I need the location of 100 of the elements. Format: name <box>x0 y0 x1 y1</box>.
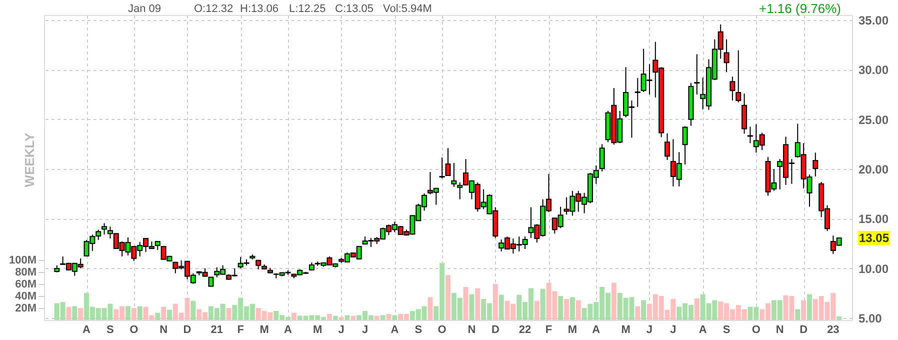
bar <box>558 296 564 320</box>
x-tick-label: D <box>491 324 500 336</box>
bar <box>492 284 498 320</box>
x-tick-label: M <box>260 324 269 336</box>
candlestick <box>451 162 457 188</box>
bar <box>161 306 166 320</box>
bar <box>564 298 570 320</box>
bar <box>806 294 812 320</box>
x-tick-label: S <box>414 324 422 336</box>
x-tick-label: S <box>722 324 730 336</box>
x-tick-label: A <box>82 324 91 336</box>
x-tick-label: O <box>130 324 139 336</box>
x-tick-label: N <box>160 324 168 336</box>
x-tick-label: A <box>390 324 399 336</box>
x-tick-label: A <box>592 324 600 336</box>
y-tick-label: 35.00 <box>858 13 889 28</box>
bar <box>344 315 350 320</box>
candlestick <box>599 144 605 172</box>
text: C:13.05 <box>335 3 374 15</box>
candlestick <box>694 54 700 95</box>
x-tick-label: O <box>752 324 761 336</box>
x-tick-label: A <box>284 324 292 336</box>
y-tick-label: 25.00 <box>858 112 889 127</box>
bar <box>475 288 480 320</box>
y2-tick-label: 100M <box>8 254 36 266</box>
x-tick-label: A <box>698 324 707 336</box>
candlestick <box>664 132 670 161</box>
bar <box>469 294 474 320</box>
text: WEEKLY <box>22 132 37 188</box>
bar <box>611 282 616 320</box>
bar <box>350 316 356 320</box>
bar <box>338 317 344 320</box>
x-tick-label: 23 <box>827 324 840 336</box>
candlestick <box>682 126 688 166</box>
text: 13.05 <box>858 231 890 246</box>
bar <box>386 314 392 320</box>
x-tick-label: D <box>183 324 192 336</box>
bar <box>332 316 338 320</box>
bar <box>836 316 842 320</box>
candlestick <box>445 148 451 176</box>
text: O:12.32 <box>194 3 234 15</box>
y2-tick-label: 80M <box>15 266 36 278</box>
bar <box>137 306 142 320</box>
bar <box>380 315 386 320</box>
bar <box>540 288 546 320</box>
bar <box>428 297 433 320</box>
bar <box>226 308 232 320</box>
y2-tick-label: 40M <box>15 290 36 302</box>
bar <box>190 300 196 320</box>
candlestick <box>634 78 640 108</box>
bar <box>446 274 450 320</box>
x-tick-label: 21 <box>210 324 224 336</box>
candlestick <box>812 152 818 177</box>
annotation: +1.16 (9.76%) <box>758 1 842 16</box>
candlestick <box>736 50 742 103</box>
candlestick <box>742 92 748 134</box>
bar <box>291 312 296 320</box>
bar <box>570 297 575 320</box>
y2-tick-label: 20M <box>15 302 36 314</box>
bar <box>374 316 380 320</box>
x-tick-label: N <box>776 324 784 336</box>
bar <box>635 306 640 320</box>
bar <box>125 306 130 320</box>
candlestick <box>724 38 730 73</box>
x-tick-label: N <box>468 324 476 336</box>
y-tick-label: 30.00 <box>858 63 889 78</box>
x-tick-label: F <box>237 324 244 336</box>
x-tick-label: M <box>313 324 322 336</box>
bar <box>463 286 468 320</box>
bar <box>326 314 332 320</box>
x-tick-label: J <box>338 324 344 336</box>
bar <box>72 306 78 320</box>
x-tick-label: S <box>106 324 114 336</box>
bar <box>66 306 72 320</box>
y-tick-label: 20.00 <box>858 162 889 176</box>
bar <box>166 310 172 320</box>
bar <box>576 300 581 320</box>
bar <box>155 312 160 320</box>
bar <box>534 300 540 320</box>
y-tick-label: 5.00 <box>858 312 882 326</box>
bar <box>131 308 136 320</box>
y2-tick-label: 60M <box>15 278 36 290</box>
candlestick <box>439 157 445 179</box>
candlestick <box>730 76 736 101</box>
text: Jan 09 <box>128 3 162 15</box>
y-tick-label: 10.00 <box>858 262 889 276</box>
x-tick-label: D <box>800 324 808 336</box>
bar <box>78 308 84 320</box>
bar <box>392 315 398 320</box>
x-tick-label: J <box>646 324 653 336</box>
x-tick-label: J <box>362 324 368 336</box>
x-tick-label: M <box>568 324 578 336</box>
bar <box>795 309 800 320</box>
candlestick <box>102 222 108 236</box>
candlestick <box>747 126 753 144</box>
y-tick-label: 15.00 <box>858 212 889 226</box>
bar <box>694 298 700 320</box>
bar <box>801 300 806 320</box>
text: L:12.25 <box>289 3 326 15</box>
x-tick-label: 22 <box>518 324 532 336</box>
